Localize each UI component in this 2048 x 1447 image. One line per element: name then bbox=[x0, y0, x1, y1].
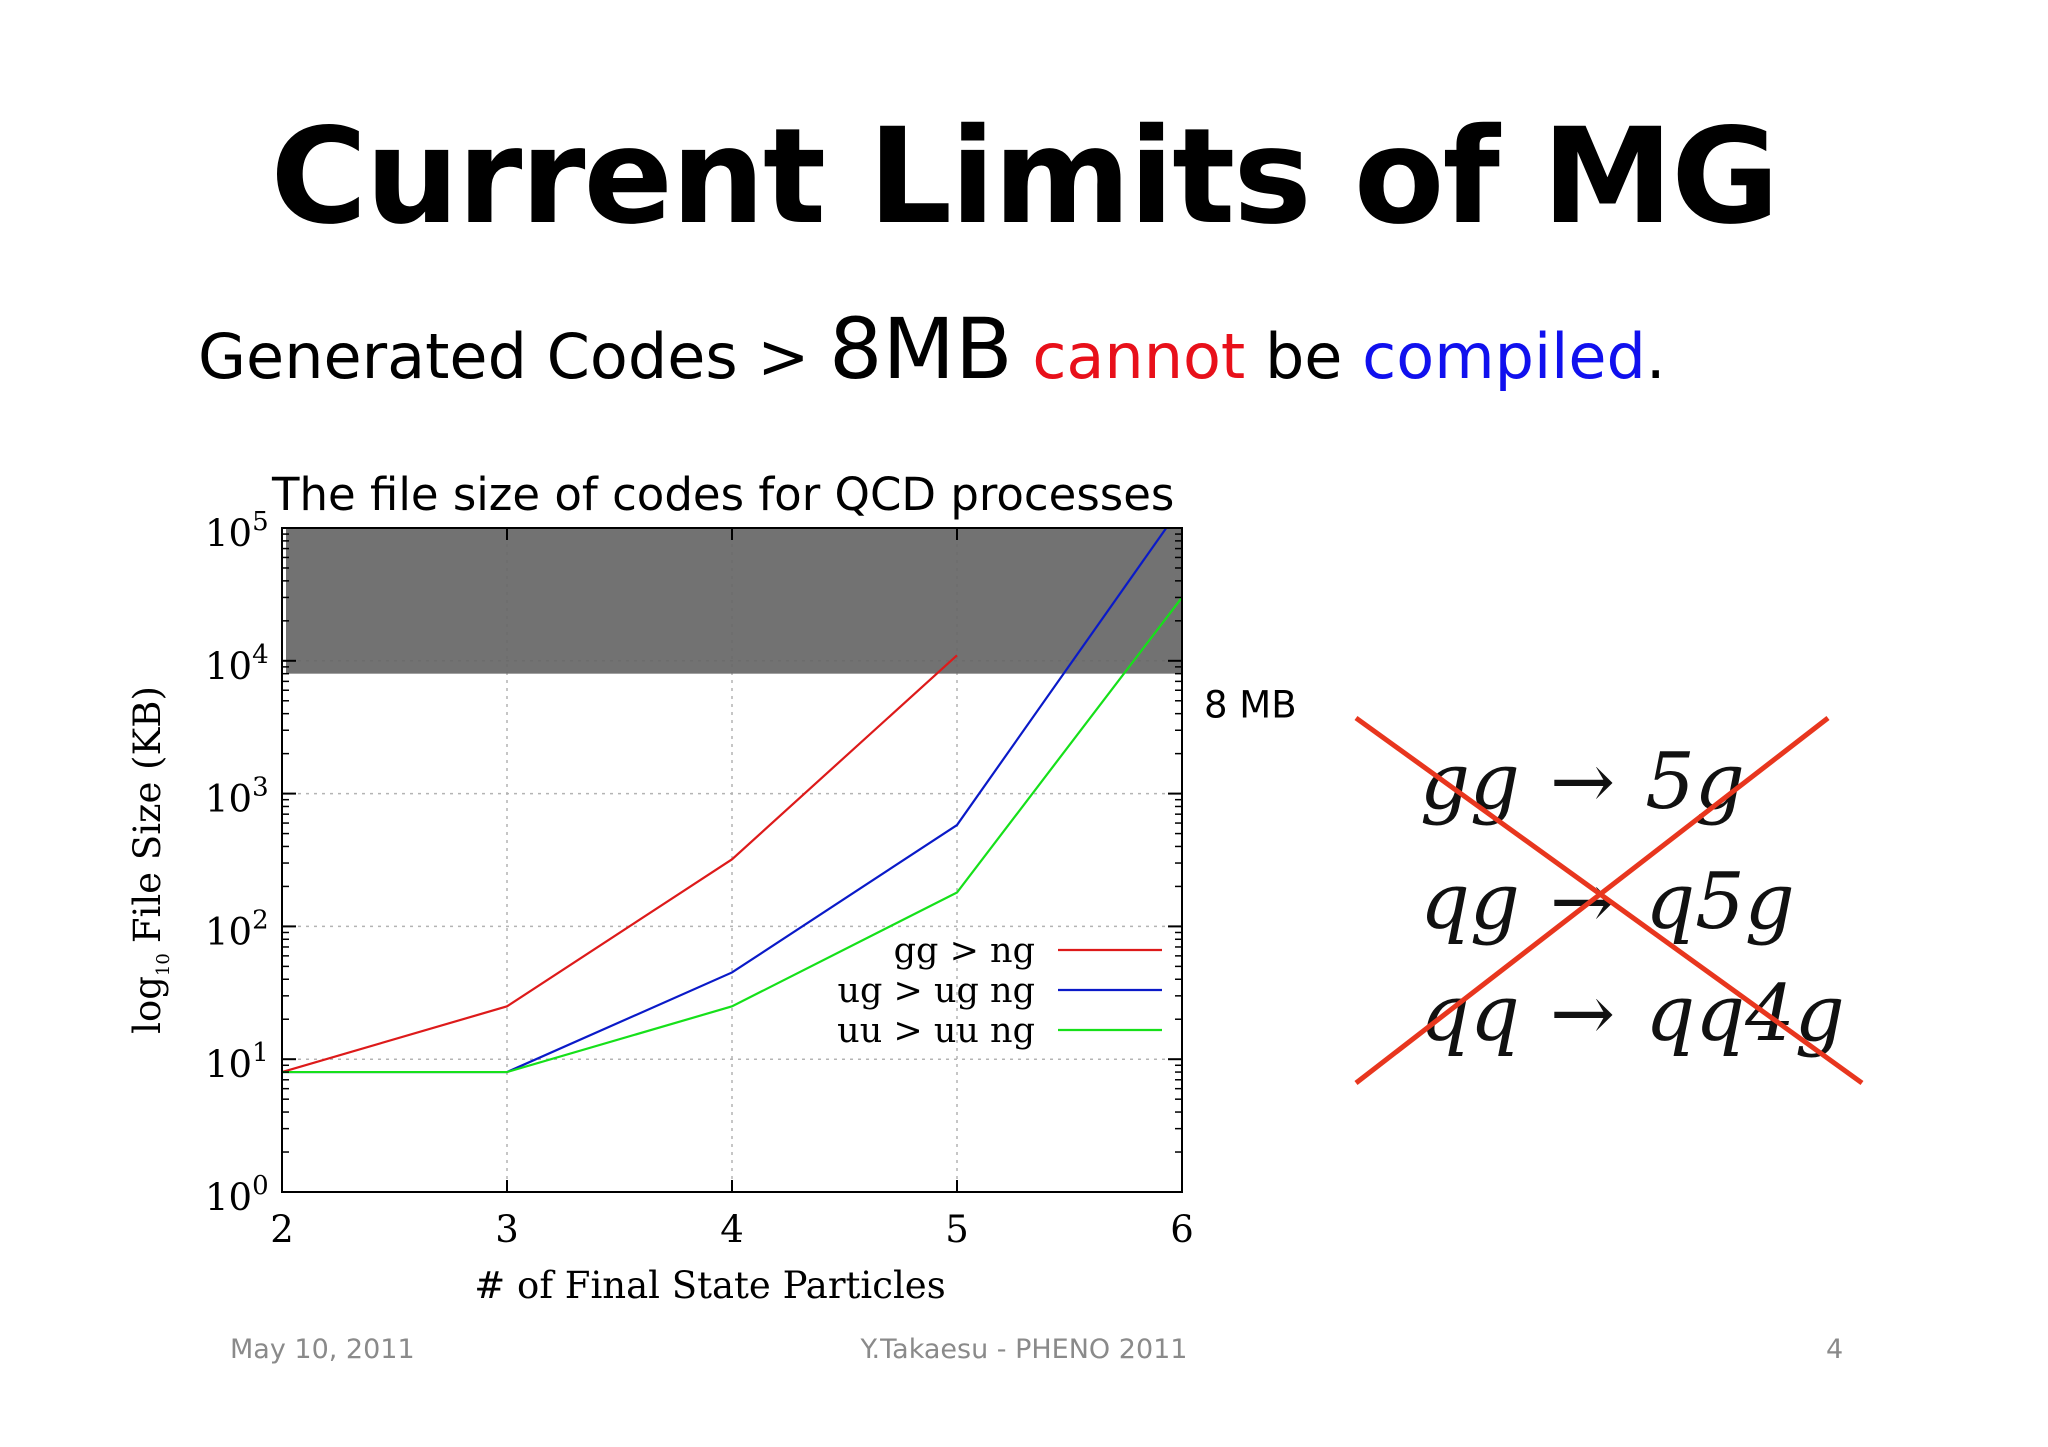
x-tick-label: 3 bbox=[495, 1208, 519, 1251]
subtitle-size: 8MB bbox=[829, 300, 1013, 398]
threshold-label: 8 MB bbox=[1204, 684, 1297, 727]
limit-band bbox=[286, 528, 1182, 674]
tick-marks bbox=[281, 527, 1183, 1193]
y-tick-labels: 100 101 102 103 104 105 bbox=[205, 507, 269, 1219]
subtitle-text-2: > bbox=[757, 320, 810, 393]
slide-title: Current Limits of MG bbox=[270, 100, 1779, 254]
subtitle-compiled: compiled bbox=[1362, 320, 1646, 393]
series-line-3 bbox=[282, 596, 1183, 1074]
series-line-1 bbox=[281, 654, 958, 1074]
y-axis-label-rest: File Size (KB) bbox=[126, 686, 169, 943]
x-tick-label: 4 bbox=[720, 1208, 744, 1251]
y-tick-label: 102 bbox=[205, 905, 269, 953]
formula-1-lhs: gg bbox=[1420, 737, 1520, 827]
y-tick-label: 100 bbox=[205, 1171, 269, 1219]
y-axis-label-sub: 10 bbox=[153, 953, 174, 976]
subtitle-text-1: Generated Codes bbox=[198, 320, 738, 393]
legend-label: gg > ng bbox=[894, 931, 1035, 971]
subtitle-period: . bbox=[1645, 320, 1666, 393]
x-tick-label: 5 bbox=[945, 1208, 969, 1251]
x-tick-label: 2 bbox=[270, 1208, 294, 1251]
x-axis-label: # of Final State Particles bbox=[474, 1264, 945, 1307]
chart-title: The file size of codes for QCD processes bbox=[271, 468, 1174, 521]
subtitle: Generated Codes > 8MB cannot be compiled… bbox=[198, 300, 1666, 398]
subtitle-cannot: cannot bbox=[1032, 320, 1246, 393]
y-tick-label: 101 bbox=[205, 1038, 269, 1086]
formula-2-rhs: q5g bbox=[1645, 857, 1795, 947]
y-tick-label: 103 bbox=[205, 773, 269, 821]
formula-2-lhs: qg bbox=[1420, 857, 1520, 947]
formula-2-arrow: → bbox=[1550, 857, 1615, 947]
formula-3-rhs: qq4g bbox=[1645, 969, 1844, 1059]
legend-label: uu > uu ng bbox=[837, 1011, 1035, 1051]
formula-2: qg → q5g bbox=[1420, 857, 1795, 947]
y-tick-label: 105 bbox=[205, 507, 269, 555]
y-axis-label-log: log bbox=[126, 976, 169, 1034]
formula-3: qq → qq4g bbox=[1420, 969, 1845, 1059]
cross-stroke-2 bbox=[1354, 716, 1830, 1085]
formula-3-lhs: qq bbox=[1420, 969, 1520, 1059]
x-tick-labels: 2 3 4 5 6 bbox=[270, 1208, 1194, 1251]
footer-page-number: 4 bbox=[1826, 1334, 1844, 1365]
footer-author: Y.Takaesu - PHENO 2011 bbox=[860, 1334, 1188, 1365]
cross-stroke-1 bbox=[1354, 715, 1864, 1086]
formula-1-rhs: 5g bbox=[1645, 737, 1745, 827]
formula-1-arrow: → bbox=[1550, 737, 1615, 827]
series-lines bbox=[281, 527, 1183, 1074]
legend-label: ug > ug ng bbox=[837, 971, 1035, 1011]
subtitle-be: be bbox=[1264, 320, 1343, 393]
y-axis-label: log10 File Size (KB) bbox=[126, 686, 174, 1034]
formula-1: gg → 5g bbox=[1420, 737, 1745, 827]
x-tick-label: 6 bbox=[1170, 1208, 1194, 1251]
footer-date: May 10, 2011 bbox=[230, 1334, 415, 1365]
y-tick-label: 104 bbox=[205, 640, 269, 688]
forbidden-processes: gg → 5g qg → q5g qq → qq4g bbox=[1420, 737, 1845, 1059]
formula-3-arrow: → bbox=[1550, 969, 1615, 1059]
